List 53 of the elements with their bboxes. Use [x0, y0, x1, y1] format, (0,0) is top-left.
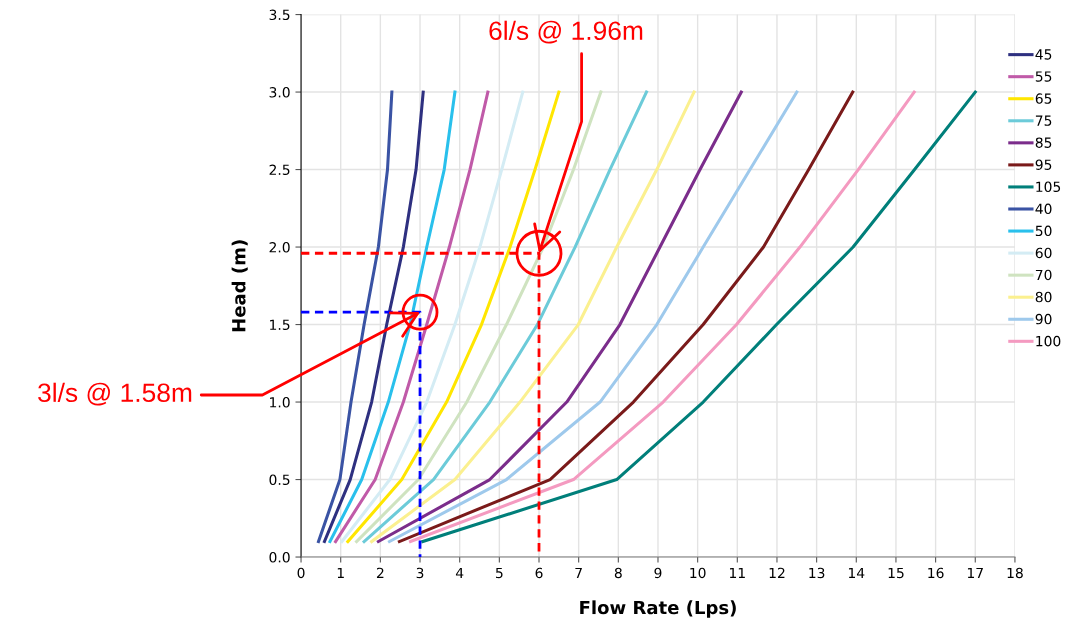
x-axis-title: Flow Rate (Lps)	[580, 600, 736, 618]
line-series	[362, 90, 649, 544]
x-tick-label: 9	[654, 567, 662, 579]
x-tick-label: 1	[337, 567, 344, 579]
legend-label: 80	[1035, 291, 1052, 303]
annotation: 3l/s @ 1.58m	[38, 382, 192, 406]
line-series	[328, 90, 457, 544]
x-tick-label: 16	[928, 567, 944, 579]
x-tick-label: 10	[690, 567, 706, 579]
legend-label: 90	[1035, 313, 1052, 325]
legend-label: 40	[1035, 203, 1052, 215]
annotation: 6l/s @ 1.96m	[489, 20, 643, 44]
y-tick-label: 1.5	[270, 319, 290, 331]
line-series	[322, 90, 425, 544]
x-tick-label: 0	[297, 567, 305, 579]
y-axis-title: Head (m)	[231, 240, 248, 332]
legend-label: 70	[1035, 269, 1052, 281]
legend-label: 95	[1035, 159, 1052, 170]
legend-label: 85	[1035, 137, 1052, 148]
x-tick-label: 4	[455, 567, 464, 579]
x-tick-label: 5	[496, 567, 503, 579]
legend-label: 55	[1035, 71, 1052, 82]
y-tick-label: 1.0	[270, 397, 290, 408]
legend-label: 50	[1035, 225, 1052, 237]
x-tick-label: 2	[376, 567, 384, 579]
x-tick-label: 3	[416, 567, 424, 579]
x-tick-label: 15	[888, 567, 904, 579]
x-tick-label: 14	[848, 567, 865, 579]
line-series	[355, 90, 603, 544]
y-tick-label: 3.5	[269, 9, 290, 21]
x-tick-label: 8	[614, 567, 622, 579]
line-series	[316, 90, 394, 544]
legend-label: 100	[1036, 335, 1061, 347]
x-tick-label: 7	[575, 567, 582, 579]
y-tick-label: 0.0	[269, 552, 290, 563]
legend-label: 75	[1035, 115, 1052, 126]
legend-label: 45	[1035, 49, 1052, 60]
line-series	[334, 90, 490, 544]
legend-label: 60	[1035, 247, 1052, 259]
line-series	[340, 90, 525, 544]
x-tick-label: 11	[730, 567, 745, 579]
y-tick-label: 2.5	[269, 164, 290, 176]
x-tick-label: 18	[1007, 567, 1023, 579]
y-tick-label: 2.0	[269, 242, 290, 253]
legend-label: 105	[1036, 181, 1061, 193]
x-tick-label: 12	[769, 567, 785, 579]
line-series	[346, 90, 561, 544]
x-tick-label: 6	[535, 567, 543, 579]
x-tick-label: 17	[967, 567, 983, 579]
y-tick-label: 3.0	[269, 87, 290, 98]
y-tick-label: 0.5	[269, 474, 290, 486]
x-tick-label: 13	[809, 567, 825, 579]
legend-label: 65	[1035, 93, 1052, 104]
